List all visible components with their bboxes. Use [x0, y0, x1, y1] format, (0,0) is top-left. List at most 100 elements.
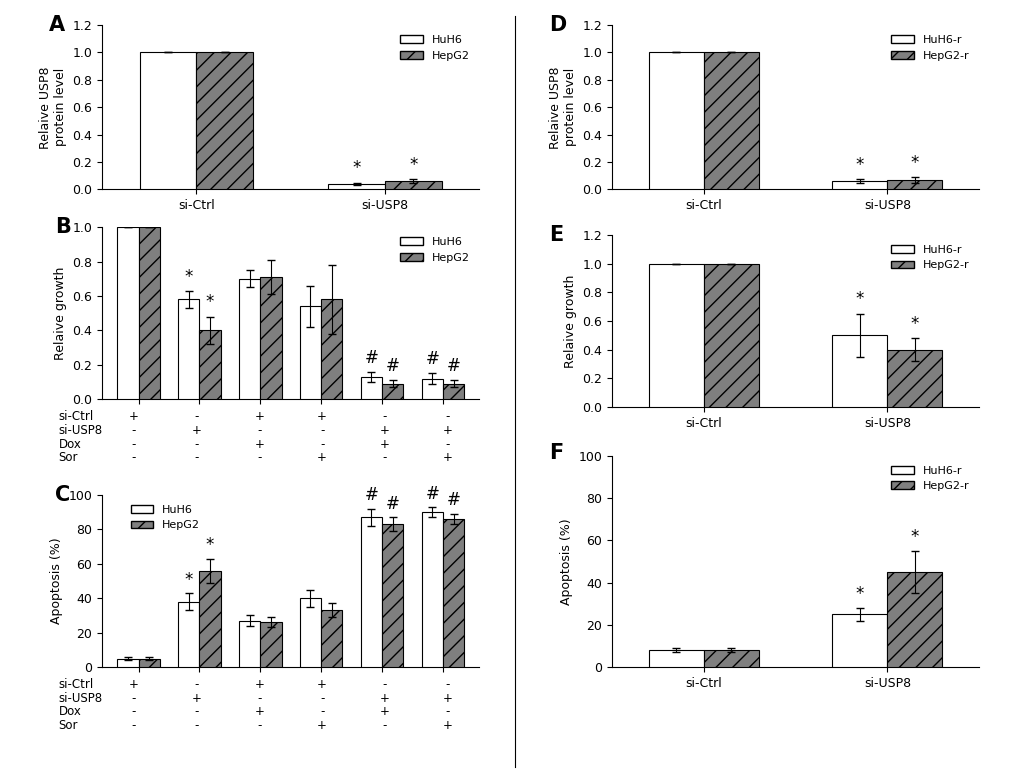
Text: E: E [549, 225, 564, 244]
Text: +: + [380, 705, 389, 719]
Text: *: * [855, 156, 863, 174]
Bar [887, 572, 942, 667]
Y-axis label: Relaive growth: Relaive growth [54, 266, 66, 360]
Text: +: + [317, 451, 327, 464]
Text: -: - [194, 451, 199, 464]
Text: -: - [445, 410, 449, 423]
Text: +: + [317, 678, 327, 691]
Text: -: - [194, 678, 199, 691]
Bar [887, 350, 942, 407]
Text: #: # [446, 357, 460, 375]
Bar [140, 52, 196, 189]
Text: -: - [194, 438, 199, 451]
Text: -: - [194, 719, 199, 732]
Bar [703, 264, 758, 407]
Text: +: + [380, 691, 389, 705]
Legend: HuH6, HepG2: HuH6, HepG2 [395, 233, 474, 267]
Text: +: + [442, 719, 452, 732]
Text: -: - [131, 705, 136, 719]
Text: -: - [131, 691, 136, 705]
Bar [328, 184, 385, 189]
Bar [260, 277, 281, 399]
Text: C: C [55, 485, 70, 504]
Bar [117, 659, 139, 667]
Text: -: - [445, 438, 449, 451]
Text: +: + [442, 451, 452, 464]
Text: +: + [317, 719, 327, 732]
Y-axis label: Apoptosis (%): Apoptosis (%) [559, 518, 573, 604]
Legend: HuH6-r, HepG2-r: HuH6-r, HepG2-r [887, 240, 973, 275]
Text: -: - [257, 424, 261, 437]
Bar [648, 650, 703, 667]
Text: -: - [257, 691, 261, 705]
Text: #: # [425, 350, 439, 368]
Text: si-USP8: si-USP8 [58, 691, 103, 705]
Text: +: + [254, 438, 264, 451]
Y-axis label: Apoptosis (%): Apoptosis (%) [50, 538, 63, 624]
Bar [199, 330, 220, 399]
Bar [442, 384, 464, 399]
Text: -: - [382, 678, 387, 691]
Y-axis label: Relaive USP8
protein level: Relaive USP8 protein level [39, 66, 66, 149]
Text: +: + [442, 691, 452, 705]
Bar [832, 614, 887, 667]
Bar [832, 181, 887, 189]
Text: si-Ctrl: si-Ctrl [58, 678, 94, 691]
Text: Dox: Dox [58, 705, 82, 719]
Text: +: + [254, 678, 264, 691]
Text: *: * [910, 528, 918, 546]
Bar [421, 379, 442, 399]
Bar [117, 227, 139, 399]
Legend: HuH6, HepG2: HuH6, HepG2 [395, 31, 474, 65]
Bar [178, 601, 199, 667]
Text: *: * [353, 159, 361, 177]
Text: -: - [320, 705, 324, 719]
Text: -: - [257, 451, 261, 464]
Bar [703, 650, 758, 667]
Text: si-USP8: si-USP8 [58, 424, 103, 437]
Text: -: - [131, 451, 136, 464]
Text: -: - [320, 424, 324, 437]
Text: si-Ctrl: si-Ctrl [58, 410, 94, 423]
Text: -: - [320, 691, 324, 705]
Text: -: - [445, 705, 449, 719]
Text: -: - [194, 705, 199, 719]
Text: *: * [409, 156, 417, 174]
Bar [648, 264, 703, 407]
Bar [300, 598, 321, 667]
Bar [178, 299, 199, 399]
Text: #: # [385, 357, 399, 375]
Text: Sor: Sor [58, 451, 78, 464]
Legend: HuH6, HepG2: HuH6, HepG2 [126, 500, 204, 535]
Text: #: # [425, 485, 439, 503]
Y-axis label: Relaive growth: Relaive growth [564, 274, 576, 368]
Text: -: - [131, 424, 136, 437]
Text: #: # [446, 492, 460, 510]
Text: -: - [382, 410, 387, 423]
Text: +: + [192, 424, 201, 437]
Text: -: - [382, 451, 387, 464]
Bar [703, 52, 758, 189]
Text: -: - [320, 438, 324, 451]
Text: *: * [910, 315, 918, 333]
Text: +: + [128, 410, 139, 423]
Text: -: - [131, 719, 136, 732]
Bar [361, 518, 382, 667]
Text: #: # [364, 348, 378, 366]
Text: -: - [194, 410, 199, 423]
Bar [361, 377, 382, 399]
Text: -: - [131, 438, 136, 451]
Bar [260, 622, 281, 667]
Bar [442, 519, 464, 667]
Text: +: + [380, 438, 389, 451]
Bar [321, 610, 342, 667]
Text: +: + [317, 410, 327, 423]
Legend: HuH6-r, HepG2-r: HuH6-r, HepG2-r [887, 31, 973, 65]
Text: -: - [257, 719, 261, 732]
Text: #: # [385, 495, 399, 513]
Bar [199, 571, 220, 667]
Text: A: A [49, 15, 65, 35]
Text: *: * [855, 585, 863, 603]
Text: +: + [254, 705, 264, 719]
Text: *: * [910, 153, 918, 171]
